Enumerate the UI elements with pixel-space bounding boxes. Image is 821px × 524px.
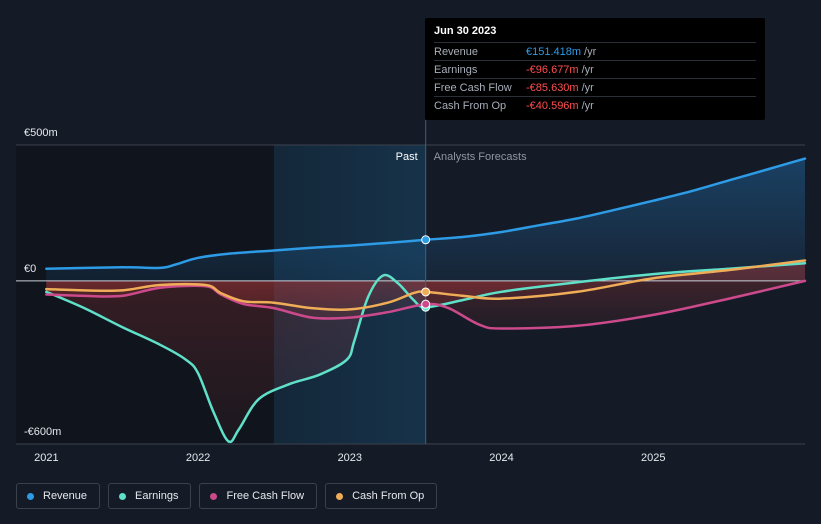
tooltip-date: Jun 30 2023: [434, 25, 497, 37]
tooltip-row-name: Free Cash Flow: [434, 81, 512, 94]
legend-item-cash-from-op[interactable]: Cash From Op: [325, 483, 438, 509]
legend-label: Revenue: [43, 490, 88, 502]
legend-item-revenue[interactable]: Revenue: [16, 483, 101, 509]
tooltip: Jun 30 2023 Revenue €151.418m /yr Earnin…: [425, 18, 765, 120]
tooltip-row-unit: /yr: [584, 45, 597, 58]
tooltip-row-name: Cash From Op: [434, 99, 507, 112]
highlight-point-revenue: [421, 235, 431, 245]
x-tick-label: 2022: [186, 452, 210, 464]
legend-label: Free Cash Flow: [226, 490, 305, 502]
tooltip-row-earnings: Earnings -€96.677m /yr: [434, 60, 756, 78]
tooltip-row-unit: /yr: [581, 99, 594, 112]
series-line-free-cash-flow: [45, 279, 807, 330]
tooltip-row-value: €151.418m: [526, 45, 582, 58]
highlight-point-free-cash-flow: [421, 299, 431, 309]
tooltip-row-unit: /yr: [581, 63, 594, 76]
highlight-point-cash-from-op: [421, 287, 431, 297]
tooltip-row-free-cash-flow: Free Cash Flow -€85.630m /yr: [434, 78, 756, 96]
tooltip-row-name: Earnings: [434, 63, 478, 76]
tooltip-row-value: -€40.596m: [526, 99, 579, 112]
legend: Revenue Earnings Free Cash Flow Cash Fro…: [16, 483, 438, 509]
negative-area-1: [46, 263, 806, 442]
legend-dot: [27, 492, 34, 500]
x-tick-label: 2023: [338, 452, 362, 464]
past-label: Past: [396, 151, 418, 163]
legend-dot: [336, 492, 344, 500]
legend-dot: [210, 492, 218, 500]
series-line-cash-from-op: [45, 259, 807, 312]
legend-dot: [119, 492, 127, 500]
y-tick-label: €0: [24, 263, 36, 275]
series-line-earnings: [45, 261, 807, 444]
legend-item-earnings[interactable]: Earnings: [108, 483, 192, 509]
tooltip-row-cash-from-op: Cash From Op -€40.596m /yr: [434, 96, 756, 114]
forecast-label: Analysts Forecasts: [434, 151, 527, 163]
chart: €500m €0 -€600m 2021 2022 2023 2024 2025 Past Ana…: [16, 120, 807, 464]
legend-item-free-cash-flow[interactable]: Free Cash Flow: [199, 483, 318, 509]
tooltip-row-unit: /yr: [581, 81, 594, 94]
y-tick-label: -€600m: [24, 426, 61, 438]
tooltip-row-name: Revenue: [434, 45, 479, 58]
tooltip-row-value: -€96.677m: [526, 63, 579, 76]
y-tick-label: €500m: [24, 127, 58, 139]
x-tick-label: 2024: [489, 452, 513, 464]
x-tick-label: 2021: [34, 452, 58, 464]
legend-label: Earnings: [135, 490, 179, 502]
tooltip-row-revenue: Revenue €151.418m /yr: [434, 42, 756, 60]
revenue-area: [46, 158, 806, 281]
legend-label: Cash From Op: [352, 490, 425, 502]
tooltip-row-value: -€85.630m: [526, 81, 579, 94]
x-tick-label: 2025: [641, 452, 665, 464]
